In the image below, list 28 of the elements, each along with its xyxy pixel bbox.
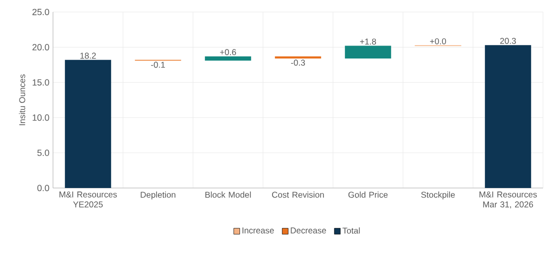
y-axis-title: Insitu Ounces: [18, 74, 26, 126]
x-tick-label: Gold Price: [348, 192, 388, 198]
x-tick-label: Cost Revision: [272, 192, 324, 198]
legend-label: Decrease: [290, 228, 326, 234]
x-tick-label: M&I Resources YE2025: [60, 192, 117, 208]
x-tick-label: Block Model: [205, 192, 251, 198]
y-tick-label: 25.0: [32, 8, 50, 16]
x-tick-label: Depletion: [140, 192, 176, 200]
data-label: +1.8: [360, 38, 376, 45]
data-label: 18.2: [80, 52, 96, 59]
bar: [204, 56, 252, 61]
data-label: -0.1: [151, 62, 165, 68]
bar: [64, 60, 112, 188]
data-label: +0.0: [430, 38, 446, 44]
y-tick-label: 20.0: [32, 44, 50, 50]
y-tick-label: 5.0: [37, 150, 50, 156]
data-label: -0.3: [291, 60, 305, 66]
bar: [484, 45, 532, 188]
data-label: +0.6: [220, 49, 236, 56]
y-tick-label: 10.0: [32, 114, 50, 121]
x-tick-label: Stockpile: [421, 192, 455, 200]
data-label: 20.3: [500, 38, 516, 44]
y-tick-label: 0.0: [37, 184, 50, 192]
bar: [344, 46, 392, 58]
x-tick-label: M&I Resources Mar 31, 2026: [480, 192, 537, 208]
legend-label: Increase: [242, 228, 274, 234]
y-tick-label: 15.0: [32, 79, 50, 86]
legend-label: Total: [342, 227, 360, 234]
